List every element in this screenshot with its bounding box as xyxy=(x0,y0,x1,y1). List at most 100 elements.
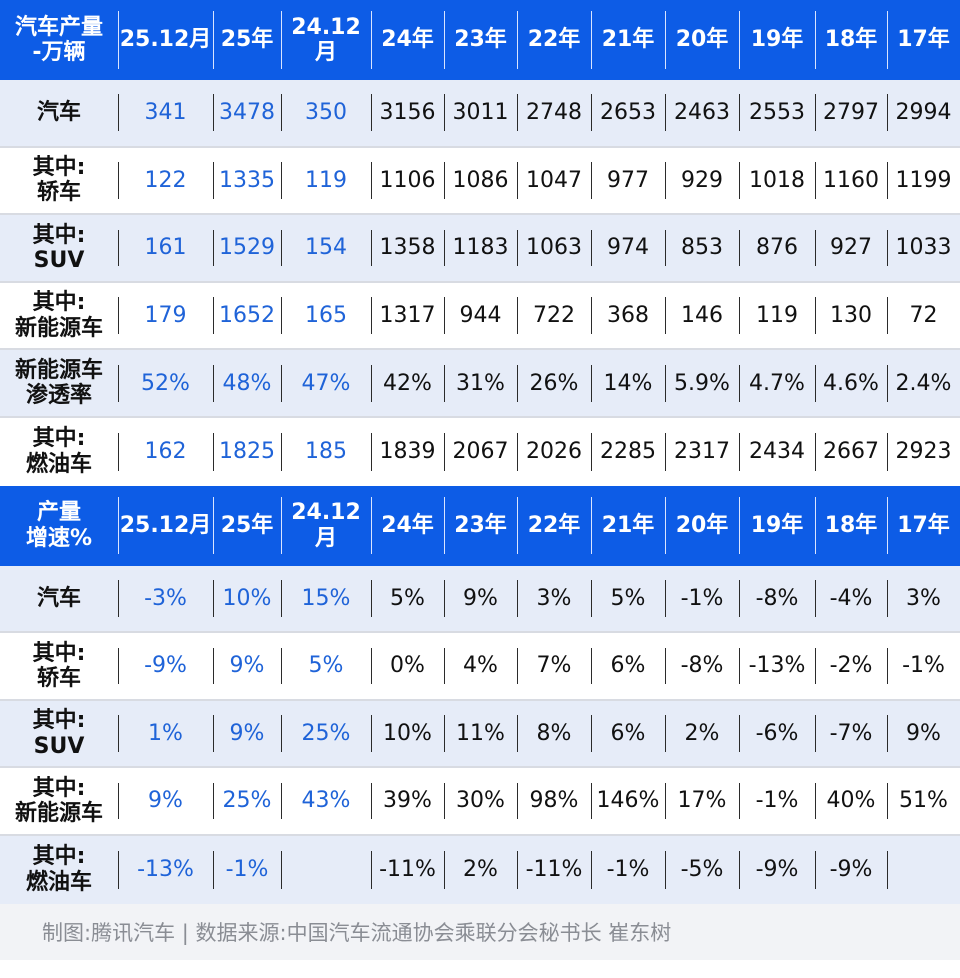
table-cell: 1086 xyxy=(444,148,517,214)
table-cell: 974 xyxy=(591,215,665,281)
table-cell: -5% xyxy=(665,836,739,904)
col-header-18: 18年 xyxy=(815,486,887,566)
table-cell: 122 xyxy=(118,148,213,214)
table-cell: 2317 xyxy=(665,418,739,486)
table-cell: 2285 xyxy=(591,418,665,486)
table-cell: 4.6% xyxy=(815,350,887,416)
table-cell: 25% xyxy=(213,768,281,834)
col-header-20: 20年 xyxy=(665,486,739,566)
table-cell: 1529 xyxy=(213,215,281,281)
row-label: 其中: SUV xyxy=(32,222,86,273)
table-cell: 185 xyxy=(281,418,371,486)
table-cell: -9% xyxy=(815,836,887,904)
table-cell: 9% xyxy=(213,701,281,767)
table-cell: -11% xyxy=(371,836,444,904)
table-cell: -6% xyxy=(739,701,815,767)
table-cell: 2.4% xyxy=(887,350,960,416)
table-cell: 1317 xyxy=(371,283,444,349)
table-cell: 7% xyxy=(517,633,591,699)
table-cell: 3011 xyxy=(444,80,517,146)
table-cell: 1063 xyxy=(517,215,591,281)
table-row: 其中: SUV 1% 9% 25% 10% 11% 8% 6% 2% -6% -… xyxy=(0,700,960,769)
table-cell: 1160 xyxy=(815,148,887,214)
table-cell: 47% xyxy=(281,350,371,416)
table-cell: -1% xyxy=(665,566,739,632)
table-cell: -11% xyxy=(517,836,591,904)
table-cell: 5.9% xyxy=(665,350,739,416)
table-cell: -13% xyxy=(118,836,213,904)
table-cell xyxy=(281,836,371,904)
row-label: 汽车 xyxy=(36,100,81,126)
table-cell: 0% xyxy=(371,633,444,699)
table-cell: 3% xyxy=(517,566,591,632)
row-label: 其中: 轿车 xyxy=(32,155,86,206)
table-cell: 4% xyxy=(444,633,517,699)
table-row: 新能源车 渗透率 52% 48% 47% 42% 31% 26% 14% 5.9… xyxy=(0,350,960,418)
table-cell: 1335 xyxy=(213,148,281,214)
col-header-22: 22年 xyxy=(517,0,591,80)
row-label: 其中: 轿车 xyxy=(32,640,86,691)
table-cell xyxy=(887,836,960,904)
table-cell: 31% xyxy=(444,350,517,416)
table-cell: -3% xyxy=(118,566,213,632)
row-label: 汽车 xyxy=(36,585,81,611)
section2-header-label: 产量 增速% xyxy=(25,500,93,551)
table-cell: -9% xyxy=(118,633,213,699)
table-cell: 6% xyxy=(591,701,665,767)
table-cell: 929 xyxy=(665,148,739,214)
col-header-24-12: 24.12月 xyxy=(281,0,371,80)
table-cell: 2797 xyxy=(815,80,887,146)
table-cell: -8% xyxy=(739,566,815,632)
col-header-20: 20年 xyxy=(665,0,739,80)
table-cell: 179 xyxy=(118,283,213,349)
table-row: 其中: SUV 161 1529 154 1358 1183 1063 974 … xyxy=(0,215,960,283)
table-cell: 11% xyxy=(444,701,517,767)
col-header-19: 19年 xyxy=(739,0,815,80)
table-cell: 146% xyxy=(591,768,665,834)
table-cell: 98% xyxy=(517,768,591,834)
table-row: 汽车 341 3478 350 3156 3011 2748 2653 2463… xyxy=(0,80,960,148)
table-row: 其中: 轿车 -9% 9% 5% 0% 4% 7% 6% -8% -13% -2… xyxy=(0,633,960,701)
table-cell: 1047 xyxy=(517,148,591,214)
table-cell: 350 xyxy=(281,80,371,146)
col-header-19: 19年 xyxy=(739,486,815,566)
table-cell: 17% xyxy=(665,768,739,834)
table-cell: 14% xyxy=(591,350,665,416)
table-cell: 722 xyxy=(517,283,591,349)
table-cell: 9% xyxy=(444,566,517,632)
table-cell: 876 xyxy=(739,215,815,281)
table-cell: 2994 xyxy=(887,80,960,146)
col-header-25: 25年 xyxy=(213,486,281,566)
table-cell: 2667 xyxy=(815,418,887,486)
table-cell: 2463 xyxy=(665,80,739,146)
table-cell: 39% xyxy=(371,768,444,834)
table-cell: -7% xyxy=(815,701,887,767)
col-header-24: 24年 xyxy=(371,0,444,80)
table-cell: 3% xyxy=(887,566,960,632)
section2-header-row: 产量 增速% 25.12月 25年 24.12月 24年 23年 22年 21年… xyxy=(0,485,960,566)
table-cell: 154 xyxy=(281,215,371,281)
table-cell: -1% xyxy=(213,836,281,904)
source-footer: 制图:腾讯汽车 | 数据来源:中国汽车流通协会乘联分会秘书长 崔东树 xyxy=(0,903,960,960)
table-cell: 10% xyxy=(371,701,444,767)
col-header-25-12: 25.12月 xyxy=(118,486,213,566)
table-cell: 30% xyxy=(444,768,517,834)
table-row: 其中: 轿车 122 1335 119 1106 1086 1047 977 9… xyxy=(0,147,960,216)
col-header-24: 24年 xyxy=(371,486,444,566)
table-cell: 1652 xyxy=(213,283,281,349)
table-cell: 9% xyxy=(887,701,960,767)
footer-text: 制图:腾讯汽车 | 数据来源:中国汽车流通协会乘联分会秘书长 崔东树 xyxy=(42,920,672,945)
table-cell: -13% xyxy=(739,633,815,699)
section1-header-label: 汽车产量 -万辆 xyxy=(14,14,103,65)
table-cell: 5% xyxy=(281,633,371,699)
table-row: 其中: 新能源车 9% 25% 43% 39% 30% 98% 146% 17%… xyxy=(0,768,960,836)
row-label: 其中: SUV xyxy=(32,708,86,759)
table-cell: 1018 xyxy=(739,148,815,214)
col-header-22: 22年 xyxy=(517,486,591,566)
col-header-23: 23年 xyxy=(444,486,517,566)
table-cell: 52% xyxy=(118,350,213,416)
table-row: 其中: 燃油车 162 1825 185 1839 2067 2026 2285… xyxy=(0,417,960,486)
table-cell: -8% xyxy=(665,633,739,699)
table-cell: 2067 xyxy=(444,418,517,486)
table-cell: 1183 xyxy=(444,215,517,281)
